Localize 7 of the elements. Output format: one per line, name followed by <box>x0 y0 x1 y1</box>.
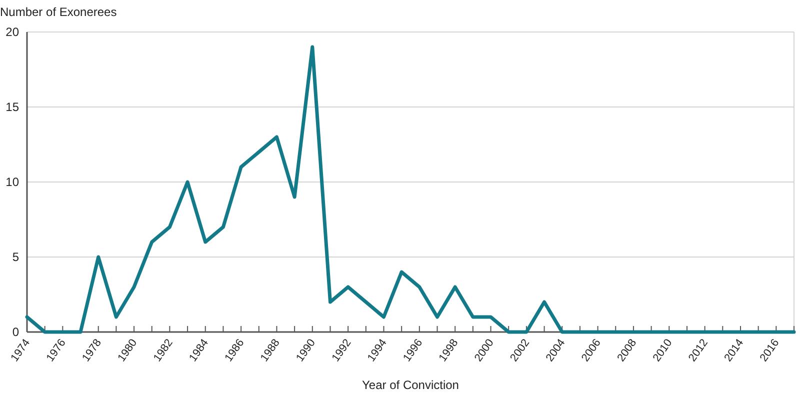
y-tick-label: 20 <box>6 25 20 40</box>
y-axis-title: Number of Exonerees <box>0 5 117 19</box>
y-tick-label: 10 <box>6 175 20 190</box>
y-tick-label: 15 <box>6 100 20 114</box>
y-tick-label: 5 <box>12 250 20 264</box>
y-tick-label: 0 <box>12 325 20 340</box>
x-axis-title: Year of Conviction <box>362 378 459 392</box>
